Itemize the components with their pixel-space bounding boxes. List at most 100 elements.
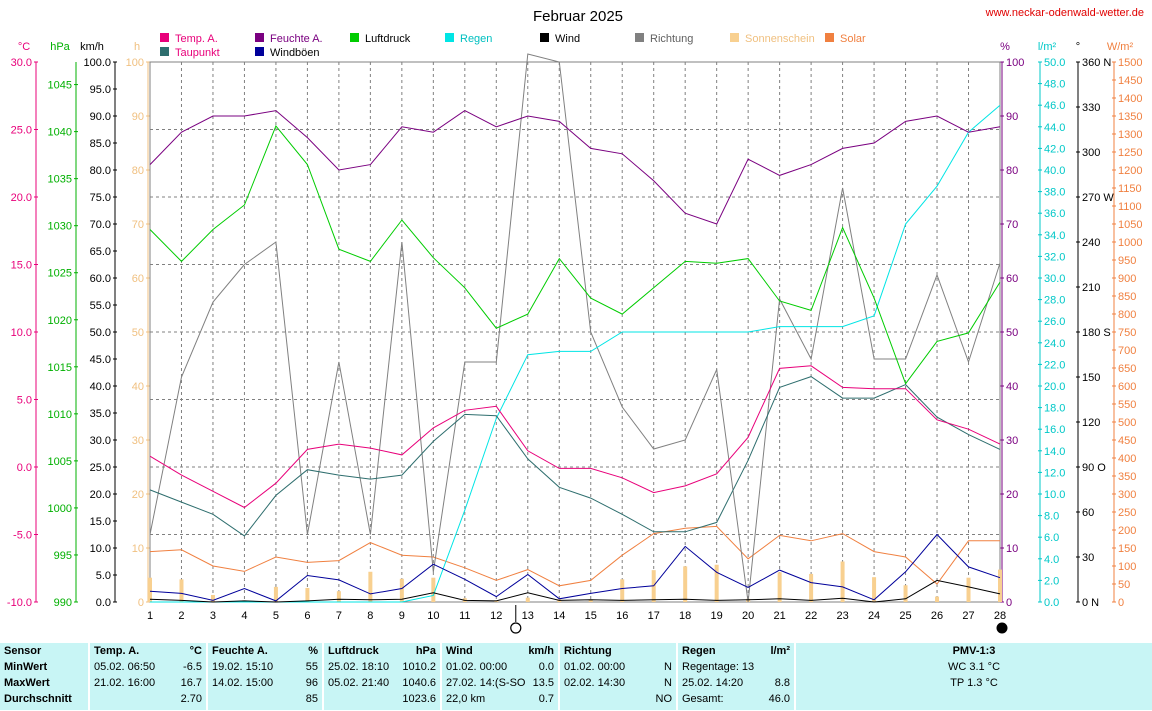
rain-label: Regen — [682, 645, 716, 657]
x-tick-label: 26 — [931, 610, 943, 622]
axis-tick-wind: 40.0 — [90, 381, 111, 393]
col-wind: Wind km/h 01.02. 00:00 0.0 27.02. 14:(S-SO… — [442, 643, 558, 710]
x-tick-label: 2 — [178, 610, 184, 622]
x-tick-label: 8 — [367, 610, 373, 622]
sunshine-bar — [431, 577, 436, 602]
sunshine-bar — [273, 586, 278, 602]
axis-tick-pressure: 1005 — [48, 456, 72, 468]
axis-tick-sunshine: 90 — [132, 111, 144, 123]
x-tick-label: 7 — [336, 610, 342, 622]
legend-label-temp: Temp. A. — [175, 33, 218, 45]
axis-tick-pressure: 1015 — [48, 362, 72, 374]
humidity-avg-val: 85 — [305, 693, 318, 705]
x-tick-label: 11 — [459, 610, 470, 622]
axis-tick-sunshine: 70 — [132, 219, 144, 231]
sunshine-bar — [872, 577, 877, 602]
direction-min-date: 01.02. 00:00 — [564, 661, 626, 673]
axis-tick-rain: 20.0 — [1044, 381, 1065, 393]
x-tick-label: 25 — [899, 610, 911, 622]
axis-tick-solar: 1150 — [1118, 183, 1142, 195]
axis-tick-direction: 150 — [1082, 372, 1100, 384]
direction-avg-val: NO — [655, 693, 673, 705]
axis-tick-wind: 5.0 — [96, 570, 111, 582]
sunshine-bar — [210, 594, 215, 602]
axis-tick-pressure: 1010 — [48, 409, 72, 421]
series-line-wind_gust — [149, 533, 1001, 602]
axis-tick-solar: 400 — [1118, 453, 1136, 465]
legend-label-wind_gust: Windböen — [270, 47, 320, 59]
axis-tick-humidity: 40 — [1006, 381, 1018, 393]
wind-max-val: 13.5 — [532, 677, 554, 689]
temp-unit: °C — [189, 645, 202, 657]
wind-avg-date: 22,0 km — [446, 693, 486, 705]
axis-tick-humidity: 20 — [1006, 489, 1018, 501]
axis-tick-rain: 32.0 — [1044, 251, 1065, 263]
axis-tick-solar: 200 — [1118, 525, 1136, 537]
axis-tick-rain: 50.0 — [1044, 57, 1065, 69]
axis-tick-solar: 850 — [1118, 291, 1136, 303]
axis-tick-pressure: 990 — [54, 597, 72, 609]
sunshine-bar — [179, 579, 184, 602]
series-line-pressure — [149, 125, 1001, 385]
axes-group: °C 30.0 25.0 20.0 15.0 10.0 5.0 0.0 -5.0 -10.0 hPa… — [7, 41, 1143, 609]
axis-tick-solar: 100 — [1118, 561, 1136, 573]
grid — [149, 61, 1001, 603]
axis-tick-direction: 60 — [1082, 507, 1094, 519]
axis-tick-rain: 26.0 — [1044, 316, 1065, 328]
col-pmv: PMV-1:3 WC 3.1 °C TP 1.3 °C — [796, 643, 1152, 710]
axis-tick-wind: 20.0 — [90, 489, 111, 501]
axis-unit-solar: W/m² — [1107, 41, 1134, 53]
temp-label: Temp. A. — [94, 645, 140, 657]
site-link[interactable]: www.neckar-odenwald-wetter.de — [985, 7, 1144, 19]
axis-tick-pressure: 1035 — [48, 174, 72, 186]
axis-tick-solar: 950 — [1118, 255, 1136, 267]
sunshine-bar — [525, 597, 530, 602]
axis-tick-solar: 750 — [1118, 327, 1136, 339]
axis-tick-rain: 14.0 — [1044, 446, 1065, 458]
pressure-max-val: 1040.6 — [402, 677, 436, 689]
legend-swatch-direction — [635, 33, 644, 42]
pressure-unit: hPa — [415, 645, 436, 657]
humidity-label: Feuchte A. — [212, 645, 268, 657]
sunshine-bar — [368, 571, 373, 602]
axis-tick-solar: 1300 — [1118, 129, 1142, 141]
pmv-tp: TP 1.3 °C — [950, 677, 998, 689]
sunshine-bar — [903, 585, 908, 602]
x-tick-label: 21 — [774, 610, 786, 622]
axis-tick-temp: 10.0 — [11, 327, 32, 339]
x-tick-label: 6 — [304, 610, 310, 622]
axis-tick-solar: 150 — [1118, 543, 1136, 555]
axis-tick-rain: 38.0 — [1044, 187, 1065, 199]
axis-tick-direction: 300 — [1082, 147, 1100, 159]
axis-tick-pressure: 1000 — [48, 503, 72, 515]
axis-tick-wind: 55.0 — [90, 300, 111, 312]
sunshine-bar — [840, 561, 845, 602]
row-min-label: MinWert — [4, 661, 48, 673]
col-humidity: Feuchte A.% 19.02. 15:10 55 14.02. 15:00 9… — [208, 643, 322, 710]
axis-unit-humidity: % — [1000, 41, 1010, 53]
axis-tick-solar: 1000 — [1118, 237, 1142, 249]
axis-tick-solar: 300 — [1118, 489, 1136, 501]
axis-tick-direction: 90 O — [1082, 462, 1106, 474]
axis-tick-rain: 16.0 — [1044, 424, 1065, 436]
axis-tick-wind: 30.0 — [90, 435, 111, 447]
legend-label-solar: Solar — [840, 33, 866, 45]
pmv-wc: WC 3.1 °C — [947, 661, 1001, 673]
x-tick-label: 24 — [868, 610, 880, 622]
sunshine-bar — [399, 578, 404, 602]
axis-tick-solar: 600 — [1118, 381, 1136, 393]
x-tick-label: 27 — [962, 610, 974, 622]
axis-tick-rain: 12.0 — [1044, 467, 1065, 479]
axis-tick-solar: 1050 — [1118, 219, 1142, 231]
axis-tick-wind: 80.0 — [90, 165, 111, 177]
axis-tick-direction: 270 W — [1082, 192, 1114, 204]
legend-swatch-pressure — [350, 33, 359, 42]
axis-tick-direction: 240 — [1082, 237, 1100, 249]
axis-tick-wind: 50.0 — [90, 327, 111, 339]
x-tick-label: 14 — [553, 610, 565, 622]
sunshine-bar — [809, 573, 814, 602]
x-tick-label: 18 — [679, 610, 691, 622]
axis-tick-wind: 25.0 — [90, 462, 111, 474]
rain-days: Regentage: 13 — [682, 661, 755, 673]
legend-swatch-wind_gust — [255, 47, 264, 56]
